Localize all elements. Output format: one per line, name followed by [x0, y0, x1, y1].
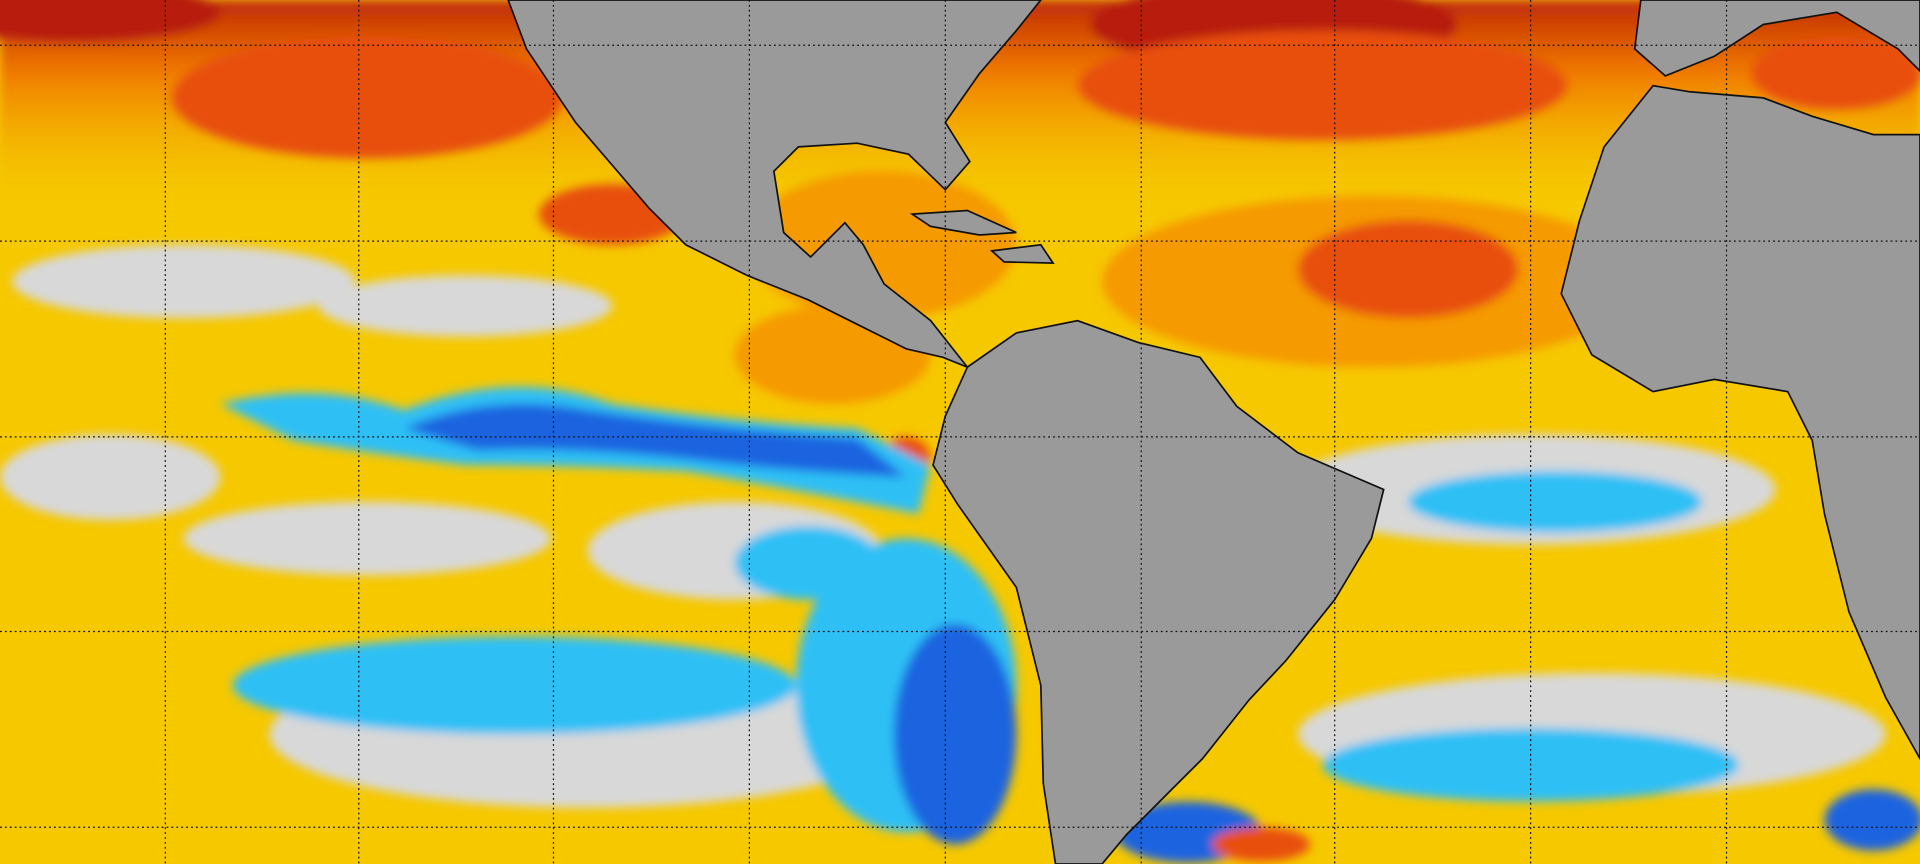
cool-patch — [183, 501, 552, 576]
cool-patch — [893, 624, 1017, 845]
warm-patch — [171, 36, 564, 160]
cool-patch — [1824, 789, 1920, 851]
africa — [1560, 84, 1920, 761]
cool-patch — [12, 244, 356, 319]
warm-patch — [1751, 36, 1920, 111]
cool-patch — [232, 636, 796, 735]
cool-patch — [0, 434, 221, 521]
cool-patch — [318, 275, 613, 337]
equatorial-cold-tongue — [404, 403, 907, 478]
north-america — [507, 0, 1042, 370]
land — [507, 0, 1920, 864]
hispaniola — [989, 243, 1055, 265]
warm-patch — [1212, 827, 1311, 862]
warm-patch — [1077, 30, 1568, 141]
cuba — [909, 209, 1017, 236]
warm-patch — [1297, 220, 1519, 319]
europe — [1633, 0, 1920, 77]
cool-patch — [734, 526, 882, 600]
south-america — [932, 319, 1385, 864]
cool-patch — [1408, 471, 1703, 533]
